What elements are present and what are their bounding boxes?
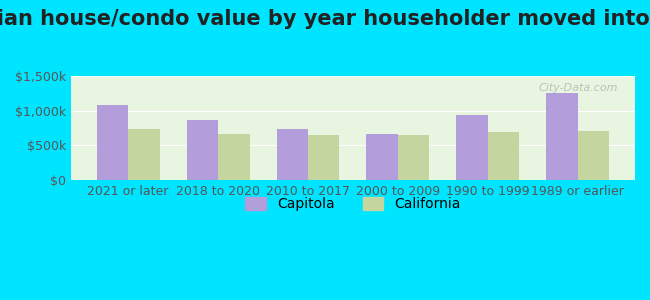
Bar — [218, 134, 250, 180]
Bar — [128, 129, 160, 180]
Bar — [276, 129, 308, 180]
Bar — [97, 105, 128, 180]
Legend: Capitola, California: Capitola, California — [240, 191, 467, 217]
Text: City-Data.com: City-Data.com — [539, 83, 618, 93]
Bar — [488, 132, 519, 180]
Bar — [308, 135, 339, 180]
Text: Median house/condo value by year householder moved into unit: Median house/condo value by year househo… — [0, 9, 650, 29]
Bar — [456, 115, 488, 180]
Bar — [398, 134, 430, 180]
Bar — [547, 93, 578, 180]
Bar — [187, 120, 218, 180]
Bar — [578, 131, 609, 180]
Bar — [367, 134, 398, 180]
